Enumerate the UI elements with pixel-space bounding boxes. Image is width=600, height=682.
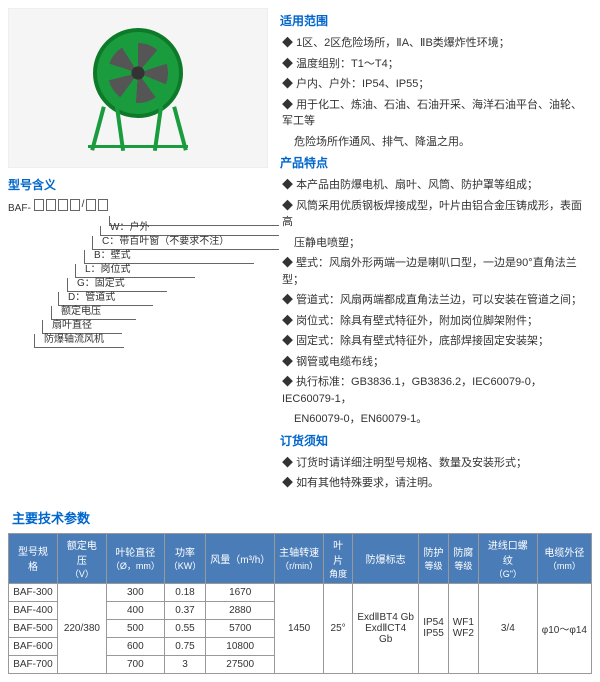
cell-model: BAF-700 <box>9 655 58 673</box>
cell-voltage: 220/380 <box>57 583 106 673</box>
feature-item: 管道式：风扇两端都成直角法兰边，可以安装在管道之间； <box>280 292 592 309</box>
model-prefix: BAF- <box>8 203 31 214</box>
features-title: 产品特点 <box>280 154 592 171</box>
model-line-fan: 防爆轴流风机 <box>39 330 104 345</box>
cell-airflow: 2880 <box>206 601 275 619</box>
th-thread: 进线口螺纹（G"） <box>478 533 537 583</box>
th-cable: 电缆外径（mm） <box>537 533 591 583</box>
cell-power: 0.18 <box>164 583 206 601</box>
model-line-c: C：带百叶窗（不要求不注） <box>97 232 229 247</box>
scope-sub: 危险场所作通风、排气、降温之用。 <box>280 134 592 151</box>
cell-airflow: 5700 <box>206 619 275 637</box>
feature-sub: EN60079-0，EN60079-1。 <box>280 411 592 428</box>
model-line-diameter: 扇叶直径 <box>47 316 92 331</box>
product-image <box>8 8 268 168</box>
th-explosion: 防爆标志 <box>353 533 419 583</box>
model-line-w: W：户外 <box>105 218 149 233</box>
order-item: 订货时请详细注明型号规格、数量及安装形式； <box>280 455 592 472</box>
cell-speed: 1450 <box>275 583 324 673</box>
cell-airflow: 27500 <box>206 655 275 673</box>
model-line-b: B：壁式 <box>89 246 131 261</box>
feature-item: 岗位式：除具有壁式特征外，附加岗位脚架附件； <box>280 313 592 330</box>
feature-item: 执行标准：GB3836.1，GB3836.2，IEC60079-0，IEC600… <box>280 374 592 407</box>
feature-item: 风筒采用优质钢板焊接成型，叶片由铝合金压铸成形，表面高 <box>280 198 592 231</box>
feature-item: 壁式：风扇外形两端一边是喇叭口型，一边是90°直角法兰型； <box>280 255 592 288</box>
cell-corrosion: WF1WF2 <box>448 583 478 673</box>
th-corrosion: 防腐等级 <box>448 533 478 583</box>
cell-model: BAF-600 <box>9 637 58 655</box>
cell-protection: IP54IP55 <box>419 583 449 673</box>
cell-power: 0.55 <box>164 619 206 637</box>
th-protection: 防护等级 <box>419 533 449 583</box>
order-item: 如有其他特殊要求，请注明。 <box>280 475 592 492</box>
cell-explosion: ExdⅡBT4 GbExdⅡCT4 Gb <box>353 583 419 673</box>
model-title: 型号含义 <box>8 176 268 193</box>
cell-diameter: 500 <box>106 619 164 637</box>
cell-diameter: 700 <box>106 655 164 673</box>
cell-cable: φ10～φ14 <box>537 583 591 673</box>
cell-thread: 3/4 <box>478 583 537 673</box>
cell-angle: 25° <box>324 583 353 673</box>
scope-item: 1区、2区危险场所，ⅡA、ⅡB类爆炸性环境； <box>280 35 592 52</box>
th-voltage: 额定电压（V） <box>57 533 106 583</box>
order-title: 订货须知 <box>280 432 592 449</box>
feature-sub: 压静电喷塑； <box>280 235 592 252</box>
th-model: 型号规格 <box>9 533 58 583</box>
cell-diameter: 400 <box>106 601 164 619</box>
cell-model: BAF-300 <box>9 583 58 601</box>
model-line-l: L：岗位式 <box>80 260 131 275</box>
model-line-g: G：固定式 <box>72 274 125 289</box>
feature-item: 固定式：除具有壁式特征外，底部焊接固定安装架； <box>280 333 592 350</box>
model-line-voltage: 额定电压 <box>56 302 101 317</box>
cell-diameter: 600 <box>106 637 164 655</box>
cell-airflow: 1670 <box>206 583 275 601</box>
th-angle: 叶片角度 <box>324 533 353 583</box>
spec-table: 型号规格 额定电压（V） 叶轮直径（Ø，mm） 功率（KW） 风量（m³/h） … <box>8 533 592 674</box>
feature-item: 本产品由防爆电机、扇叶、风筒、防护罩等组成； <box>280 177 592 194</box>
model-meaning-diagram: 型号含义 BAF- / W：户外 C：带百叶窗（不要求不注） B：壁式 L：岗位… <box>8 176 268 348</box>
cell-power: 0.75 <box>164 637 206 655</box>
scope-item: 户内、户外：IP54、IP55； <box>280 76 592 93</box>
tech-title: 主要技术参数 <box>12 508 592 527</box>
model-line-d: D：管道式 <box>63 288 115 303</box>
scope-item: 温度组别：T1～T4； <box>280 56 592 73</box>
th-power: 功率（KW） <box>164 533 206 583</box>
cell-airflow: 10800 <box>206 637 275 655</box>
th-airflow: 风量（m³/h） <box>206 533 275 583</box>
scope-item: 用于化工、炼油、石油、石油开采、海洋石油平台、油轮、军工等 <box>280 97 592 130</box>
scope-title: 适用范围 <box>280 12 592 29</box>
cell-model: BAF-400 <box>9 601 58 619</box>
cell-diameter: 300 <box>106 583 164 601</box>
th-speed: 主轴转速（r/min） <box>275 533 324 583</box>
cell-power: 3 <box>164 655 206 673</box>
th-diameter: 叶轮直径（Ø，mm） <box>106 533 164 583</box>
feature-item: 钢管或电缆布线； <box>280 354 592 371</box>
cell-power: 0.37 <box>164 601 206 619</box>
cell-model: BAF-500 <box>9 619 58 637</box>
